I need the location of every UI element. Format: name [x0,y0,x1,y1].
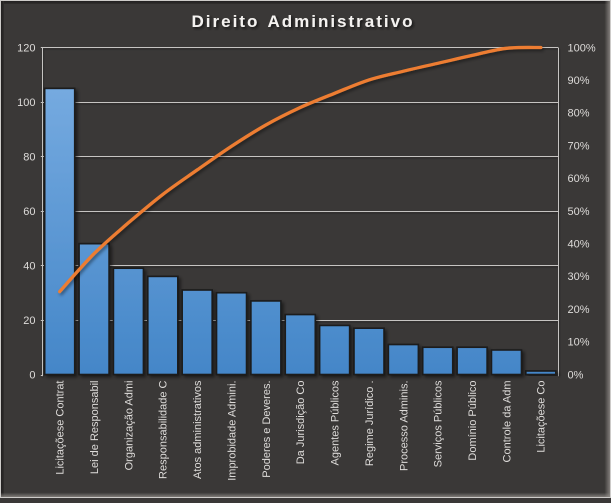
svg-text:80%: 80% [568,108,590,120]
svg-text:Lei de Responsabil: Lei de Responsabil [89,381,101,475]
svg-text:80: 80 [23,151,35,163]
svg-text:Domínio Público: Domínio Público [467,381,479,461]
svg-text:Da Jurisdição Co: Da Jurisdição Co [295,381,307,465]
svg-text:100%: 100% [568,42,596,54]
svg-text:0: 0 [29,369,35,381]
svg-text:Controle da Adm: Controle da Adm [501,381,513,463]
svg-text:60%: 60% [568,173,590,185]
svg-text:70%: 70% [568,140,590,152]
svg-text:Poderes e Deveres.: Poderes e Deveres. [261,381,273,478]
svg-text:20%: 20% [568,304,590,316]
svg-text:Licitaçõese Contrat: Licitaçõese Contrat [55,381,67,475]
svg-text:Improbidade Admini.: Improbidade Admini. [226,381,238,481]
svg-text:Organização Admi: Organização Admi [123,381,135,471]
svg-text:Agentes Públicos: Agentes Públicos [330,380,342,465]
svg-text:Processo Adminis.: Processo Adminis. [398,381,410,471]
svg-text:Licitaçõese Co: Licitaçõese Co [536,381,548,453]
svg-text:Responsabilidade C: Responsabilidade C [158,380,170,479]
svg-text:10%: 10% [568,337,590,349]
svg-text:60: 60 [23,206,35,218]
svg-text:20: 20 [23,315,35,327]
svg-text:120: 120 [17,42,35,54]
svg-text:50%: 50% [568,206,590,218]
svg-text:Serviços Públicos: Serviços Públicos [433,380,445,467]
svg-text:100: 100 [17,97,35,109]
svg-text:Atos administrativos: Atos administrativos [192,380,204,479]
svg-text:0%: 0% [568,369,584,381]
svg-text:40: 40 [23,260,35,272]
svg-text:90%: 90% [568,75,590,87]
svg-text:40%: 40% [568,239,590,251]
svg-text:30%: 30% [568,271,590,283]
svg-text:Regime Jurídico .: Regime Jurídico . [364,381,376,467]
svg-text:Direito Administrativo: Direito Administrativo [192,12,415,31]
